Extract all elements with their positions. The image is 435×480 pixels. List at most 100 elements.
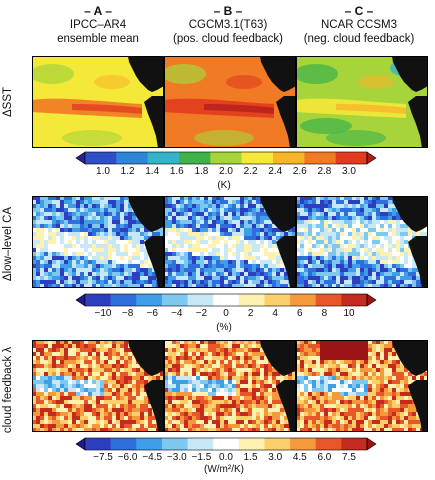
- colorbar-segment: [187, 294, 214, 306]
- colorbar-tick-label: −4.5: [142, 452, 163, 463]
- colorbar-tick-label: −6.0: [117, 452, 138, 463]
- land-mask: [392, 340, 428, 376]
- land-mask: [408, 380, 428, 432]
- column-header-a: – A – IPCC–AR4 ensemble mean: [30, 4, 166, 46]
- land-mask: [408, 236, 428, 288]
- colorbar-tick-label: 1.0: [96, 166, 110, 177]
- colorbar-tick-label: 3.0: [268, 452, 283, 463]
- column-header-c: – C – NCAR CCSM3 (neg. cloud feedback): [291, 4, 427, 46]
- land-mask: [144, 96, 164, 148]
- colorbar-segment: [179, 152, 211, 164]
- land-mask: [144, 380, 164, 432]
- land-mask: [128, 56, 164, 92]
- colorbar-segment: [264, 438, 291, 450]
- colorbar-tick-label: −6: [146, 308, 158, 319]
- colorbar-segment: [341, 294, 368, 306]
- land-mask: [144, 236, 164, 288]
- colorbar-tick-label: −1.5: [191, 452, 212, 463]
- colorbar-tick-label: 4: [272, 308, 278, 319]
- colorbar-tick-label: −2: [195, 308, 208, 319]
- colorbar-segment: [210, 152, 242, 164]
- colorbar-tick-label: 2.2: [243, 166, 258, 177]
- colorbar-tick-label: 0: [223, 308, 229, 319]
- colorbar-segment: [187, 438, 214, 450]
- colorbar-segment: [341, 438, 368, 450]
- colorbar-segment: [136, 294, 163, 306]
- colorbar-segment: [161, 294, 188, 306]
- colorbar-segment: [85, 294, 111, 306]
- column-title: NCAR CCSM3: [320, 19, 398, 31]
- colorbar-frame: [84, 293, 368, 307]
- colorbar-tick-label: −8: [121, 308, 134, 319]
- column-title: CGCM3.1(T63): [188, 19, 268, 31]
- colorbar-tick-label: 4.5: [292, 452, 307, 463]
- colorbar-segment: [161, 438, 188, 450]
- map-cloud-feedback-b: [164, 340, 296, 432]
- colorbar-tick-label: 2: [247, 308, 254, 319]
- colorbar-segment: [241, 152, 274, 164]
- colorbar-segment: [264, 294, 291, 306]
- colorbar-arrow-high: [366, 293, 377, 307]
- row-label-low-cloud: Δlow–level CA: [2, 206, 14, 282]
- colorbar-segment: [213, 294, 240, 306]
- colorbar-sst-unit: (K): [217, 180, 231, 191]
- map-sst-b: [164, 56, 296, 148]
- colorbar-tick-label: −7.5: [93, 452, 113, 463]
- colorbar-tick-label: −3.0: [166, 452, 187, 463]
- row-label-sst: ΔSST: [2, 86, 14, 118]
- row-label-cloud-feedback: cloud feedback λ: [2, 346, 14, 434]
- column-header-b: – B – CGCM3.1(T63) (pos. cloud feedback): [160, 4, 296, 46]
- colorbar-segment: [290, 294, 317, 306]
- colorbar-arrow-high: [366, 151, 377, 165]
- colorbar-tick-label: 1.2: [120, 166, 135, 177]
- colorbar-tick-label: 2.4: [268, 166, 283, 177]
- column-subtitle: (pos. cloud feedback): [173, 33, 283, 45]
- colorbar-segment: [85, 438, 111, 450]
- column-letter: – B –: [213, 4, 243, 18]
- land-mask: [260, 340, 296, 376]
- column-subtitle: (neg. cloud feedback): [303, 33, 415, 45]
- colorbar-arrow-high: [366, 437, 377, 451]
- colorbar-segment: [290, 438, 317, 450]
- map-cloud-feedback-a: [32, 340, 164, 432]
- colorbar-tick-label: 3.0: [342, 166, 356, 177]
- colorbar-tick-label: 0.0: [219, 452, 233, 463]
- column-letter: – A –: [84, 4, 112, 18]
- colorbar-tick-label: 2.6: [292, 166, 307, 177]
- column-title: IPCC–AR4: [69, 19, 127, 31]
- colorbar-segment: [335, 152, 368, 164]
- land-mask: [276, 236, 296, 288]
- colorbar-tick-label: −10: [94, 308, 112, 319]
- land-mask: [408, 96, 428, 148]
- colorbar-segment: [147, 152, 180, 164]
- colorbar-tick-label: 2.0: [219, 166, 233, 177]
- land-mask: [260, 196, 296, 232]
- colorbar-segment: [116, 152, 148, 164]
- column-letter: – C –: [344, 4, 374, 18]
- map-low-cloud-c: [296, 196, 428, 288]
- land-mask: [276, 380, 296, 432]
- colorbar-tick-label: −4: [171, 308, 183, 319]
- colorbar-tick-label: 1.5: [243, 452, 258, 463]
- colorbar-tick-label: 2.8: [317, 166, 332, 177]
- colorbar-segment: [315, 294, 342, 306]
- colorbar-segment: [238, 438, 265, 450]
- colorbar-tick-label: 1.8: [194, 166, 209, 177]
- colorbar-frame: [84, 151, 368, 165]
- colorbar-tick-label: 8: [321, 308, 328, 319]
- colorbar-arrow-low: [75, 293, 86, 307]
- colorbar-segment: [304, 152, 336, 164]
- land-mask: [128, 196, 164, 232]
- land-mask: [392, 56, 428, 92]
- colorbar-frame: [84, 437, 368, 451]
- colorbar-low-cloud-unit: (%): [216, 322, 232, 333]
- map-low-cloud-a: [32, 196, 164, 288]
- map-low-cloud-b: [164, 196, 296, 288]
- colorbar-segment: [110, 438, 137, 450]
- colorbar-segment: [273, 152, 305, 164]
- colorbar-segment: [110, 294, 137, 306]
- land-mask: [392, 196, 428, 232]
- colorbar-tick-label: 1.4: [145, 166, 160, 177]
- land-mask: [128, 340, 164, 376]
- colorbar-tick-label: 7.5: [342, 452, 356, 463]
